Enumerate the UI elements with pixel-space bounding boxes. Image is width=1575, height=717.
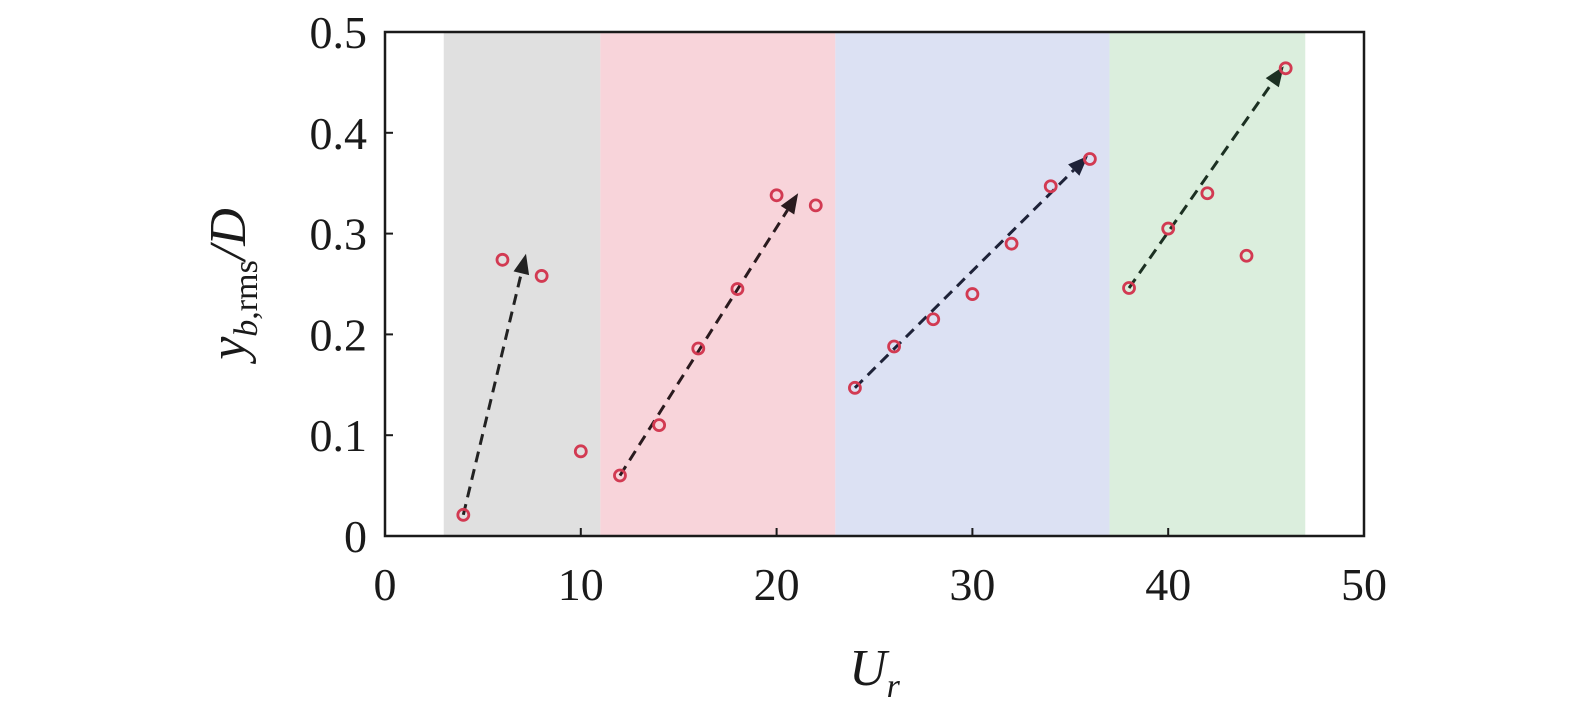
data-point <box>769 188 784 203</box>
y-tick-label: 0.4 <box>310 108 368 159</box>
trend-arrow-shaft <box>1127 81 1274 289</box>
data-point <box>1278 61 1293 76</box>
shaded-region-4 <box>1109 33 1306 535</box>
data-point <box>887 339 901 354</box>
data-point <box>926 312 941 327</box>
trend-arrow-2 <box>618 193 799 477</box>
x-tick-label: 10 <box>558 559 604 610</box>
y-axis-label-suffix: /D <box>200 208 257 263</box>
data-point <box>1043 179 1058 194</box>
data-point <box>534 269 549 283</box>
trend-arrow-3 <box>853 155 1088 389</box>
trend-arrow-head <box>1068 155 1088 176</box>
data-point <box>1239 248 1254 263</box>
y-axis-label-sub-italic: b <box>228 320 265 337</box>
plot-frame <box>383 30 1366 538</box>
x-tick-label: 50 <box>1341 559 1387 610</box>
trend-arrow-head <box>513 253 530 276</box>
shaded-regions <box>443 33 1306 535</box>
data-points <box>456 61 1293 522</box>
data-point <box>965 287 980 301</box>
data-point <box>1200 186 1215 201</box>
y-axis-label-sub-roman: ,rms <box>228 260 265 320</box>
trend-arrows <box>461 66 1284 516</box>
data-point <box>808 198 823 213</box>
shaded-region-3 <box>835 33 1110 535</box>
shaded-region-2 <box>600 33 836 535</box>
trend-arrow-shaft <box>618 209 789 477</box>
data-point <box>456 507 471 522</box>
y-ticks: 0 0.1 0.2 0.3 0.4 0.5 <box>310 7 393 562</box>
trend-arrow-shaft <box>461 272 523 516</box>
trend-arrow-1 <box>461 253 530 516</box>
y-tick-label: 0.1 <box>310 410 368 461</box>
y-tick-label: 0 <box>344 511 367 562</box>
y-tick-label: 0.5 <box>310 7 368 58</box>
data-point <box>1122 281 1136 295</box>
data-point <box>495 252 510 267</box>
data-point <box>730 282 745 296</box>
y-axis-label: yb,rms/D <box>200 208 265 365</box>
y-tick-label: 0.2 <box>310 309 368 360</box>
data-point <box>573 444 588 459</box>
y-tick-label: 0.3 <box>310 209 368 260</box>
data-point <box>1004 236 1019 251</box>
y-axis-label-base: y <box>200 336 257 365</box>
data-point <box>1082 152 1097 166</box>
data-point <box>848 380 862 395</box>
trend-arrow-4 <box>1127 66 1284 289</box>
data-point <box>691 341 706 356</box>
data-point <box>613 468 627 483</box>
trend-arrow-shaft <box>853 169 1075 389</box>
x-tick-label: 30 <box>949 559 995 610</box>
shaded-region-1 <box>443 33 601 535</box>
x-axis-label-base: U <box>849 640 890 697</box>
data-point <box>652 418 667 433</box>
trend-arrow-head <box>1265 66 1284 88</box>
trend-arrow-head <box>780 193 799 215</box>
x-tick-label: 20 <box>754 559 800 610</box>
x-axis-label: Ur <box>849 640 901 705</box>
x-ticks: 0 10 20 30 40 50 <box>374 528 1387 610</box>
x-tick-label: 40 <box>1145 559 1191 610</box>
x-tick-label: 0 <box>374 559 397 610</box>
data-point <box>1161 221 1176 236</box>
x-axis-label-sub: r <box>887 668 901 705</box>
